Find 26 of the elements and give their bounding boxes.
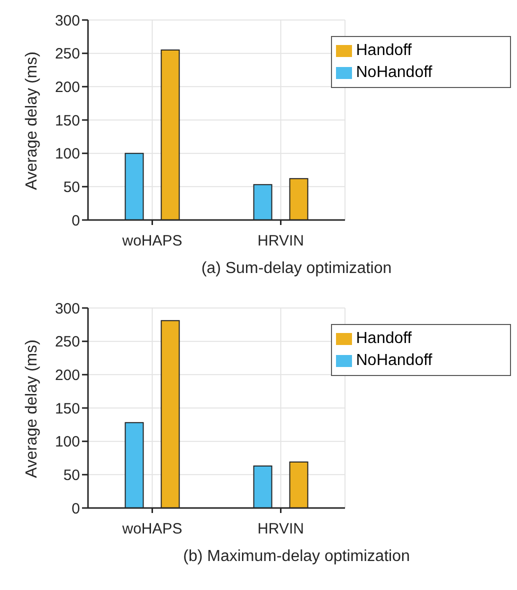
y-tick-label: 150 [54,400,80,418]
y-tick-label: 100 [54,146,80,163]
legend-label: Handoff [356,42,412,59]
y-tick-label: 250 [54,46,80,63]
legend-label: Handoff [356,330,412,347]
x-tick-label: HRVIN [258,520,304,538]
text: (b) Maximum-delay optimization [182,548,411,567]
y-axis-title: Average delay (ms) [24,340,41,478]
y-tick-label: 300 [54,12,80,30]
y-tick-label: 0 [72,500,80,518]
text: (a) Sum-delay optimization [200,260,393,279]
y-tick-label: 200 [54,366,80,384]
y-axis-title: Average delay (ms) [24,52,41,190]
legend-label: NoHandoff [356,352,432,369]
x-tick-label: woHAPS [121,232,182,250]
y-tick-label: 150 [54,112,80,130]
legend-label: NoHandoff [356,64,432,81]
y-tick-label: 0 [72,212,80,230]
x-tick-label: HRVIN [258,232,304,250]
y-tick-label: 250 [54,334,80,351]
x-tick-label: woHAPS [121,520,182,538]
y-tick-label: 50 [63,466,80,484]
y-tick-label: 200 [54,78,80,96]
y-tick-label: 100 [54,434,80,451]
y-tick-label: 50 [63,178,80,196]
y-tick-label: 300 [54,300,80,318]
